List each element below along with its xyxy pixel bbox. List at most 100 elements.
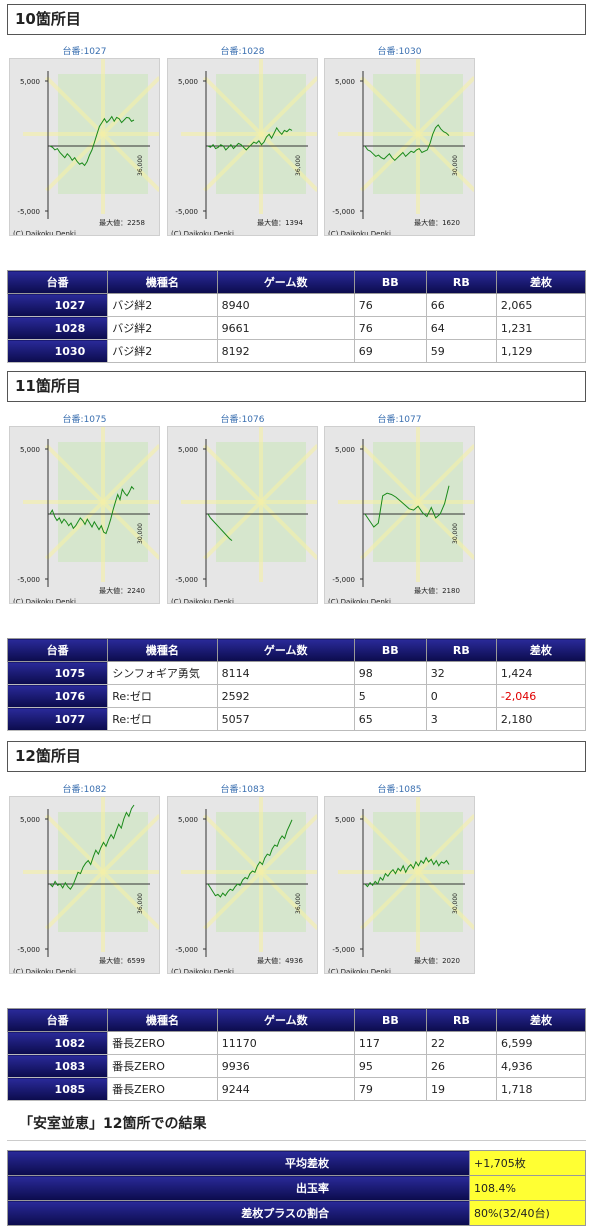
y-axis-min-label: -5,000 [17,946,40,954]
table-cell: 番長ZERO [107,1077,218,1101]
table-cell: 76 [353,293,427,317]
graph-machine-label[interactable]: 台番:1076 [220,415,265,425]
graph-machine-label[interactable]: 台番:1077 [377,415,422,425]
max-value-label: 最大値：1620 [414,218,460,227]
table-cell: 1,129 [495,339,587,363]
background-ray [360,870,420,930]
background-ray [45,76,105,136]
section-title-3: 12箇所目 [7,741,586,772]
copyright-label: (C) Daikoku Denki. [13,230,78,236]
table-cell: 59 [425,339,497,363]
x-axis-label: 36,000 [137,155,144,176]
background-ray [360,500,420,560]
graph-machine-label[interactable]: 台番:1027 [62,47,107,57]
background-ray [203,444,263,504]
table-cell: 65 [353,707,427,731]
column-header: BB [353,1008,427,1032]
graph-image: 5,000 -5,000 30,000 最大値：2180 (C) Daikoku Den… [324,426,475,604]
background-ray [203,132,263,192]
background-ray [259,76,317,136]
graph-image: 5,000 -5,000 36,000 最大値：4936 (C) Daikoku Den… [167,796,318,974]
data-table-2: 台番 機種名 ゲーム数 BB RB 差枚 1075 シンフォギア勇気 8114 98 32 1,424… [6,638,587,731]
table-cell: 32 [425,661,497,685]
table-cell: 8192 [216,339,355,363]
data-table-1: 台番 機種名 ゲーム数 BB RB 差枚 1027 バジ絆2 8940 76 66 2,065 1028… [6,270,587,363]
max-value-label: 最大値：6599 [99,956,145,965]
graph-card: 台番:1085 5,000 -5,000 30,000 最大値：2020 (C) Daik… [324,782,475,974]
copyright-label: (C) Daikoku Denki. [171,230,236,236]
payout-graph: 5,000 -5,000 30,000 最大値：2180 (C) Daikoku Den… [328,427,474,603]
y-axis-min-label: -5,000 [17,208,40,216]
payout-line [49,485,135,535]
background-ray [259,500,317,560]
summary-label: 平均差枚 [7,1150,470,1176]
column-header: ゲーム数 [216,638,355,662]
background-ray [45,444,105,504]
background-ray [45,870,105,930]
payout-line [49,804,135,890]
y-axis-max-label: 5,000 [335,816,355,824]
table-cell: Re:ゼロ [107,684,218,708]
table-cell: Re:ゼロ [107,707,218,731]
table-cell: 64 [425,316,497,340]
copyright-label: (C) Daikoku Denki. [328,968,393,974]
machine-number-cell: 1083 [6,1054,109,1078]
table-cell: 0 [425,684,497,708]
payout-graph: 5,000 -5,000 30,000 最大値：1620 (C) Daikoku Den… [328,59,474,236]
machine-number-cell: 1027 [6,293,109,317]
graph-machine-label[interactable]: 台番:1075 [62,415,107,425]
summary-value: +1,705枚 [469,1150,586,1176]
graph-image: 5,000 -5,000 30,000 最大値：2240 (C) Daikoku Den… [9,426,160,604]
graph-machine-label[interactable]: 台番:1083 [220,785,265,795]
y-axis-min-label: -5,000 [332,208,355,216]
table-cell: -2,046 [495,684,587,708]
payout-graph: 5,000 -5,000 36,000 最大値：6599 (C) Daikoku Den… [13,797,159,974]
max-value-label: 最大値：2258 [99,218,145,227]
graph-image: 5,000 -5,000 30,000 最大値：2020 (C) Daikoku Den… [324,796,475,974]
section-title-2: 11箇所目 [7,371,586,402]
payout-line [364,124,450,161]
background-ray [203,500,263,560]
column-header: 差枚 [495,638,587,662]
column-header: BB [353,638,427,662]
column-header: 機種名 [107,638,218,662]
background-ray [259,814,317,874]
table-cell: 番長ZERO [107,1031,218,1055]
graph-image: 5,000 -5,000 36,000 最大値：2258 (C) Daikoku Den… [9,58,160,236]
table-cell: 2,065 [495,293,587,317]
machine-number-cell: 1075 [6,661,109,685]
column-header: RB [425,270,497,294]
copyright-label: (C) Daikoku Denki. [13,968,78,974]
payout-line [364,856,450,888]
graph-machine-label[interactable]: 台番:1085 [377,785,422,795]
table-cell: 4,936 [495,1054,587,1078]
table-row: 1075 シンフォギア勇気 8114 98 32 1,424 [6,661,587,685]
background-ray [101,870,159,930]
x-axis-label: 30,000 [452,523,459,544]
background-ray [416,870,474,930]
summary-row: 差枚プラスの割合 80%(32/40台) [7,1200,586,1226]
y-axis-min-label: -5,000 [332,576,355,584]
table-cell: バジ絆2 [107,293,218,317]
summary-value: 80%(32/40台) [469,1200,586,1226]
max-value-label: 最大値：4936 [257,956,303,965]
background-ray [360,132,420,192]
table-cell: 5057 [216,707,355,731]
table-row: 1076 Re:ゼロ 2592 5 0 -2,046 [6,684,587,708]
graph-machine-label[interactable]: 台番:1028 [220,47,265,57]
background-ray [416,132,474,192]
table-header-row: 台番 機種名 ゲーム数 BB RB 差枚 [6,638,587,662]
background-ray [259,444,317,504]
graph-machine-label[interactable]: 台番:1030 [377,47,422,57]
graph-machine-label[interactable]: 台番:1082 [62,785,107,795]
background-ray [101,132,159,192]
copyright-label: (C) Daikoku Denki. [328,230,393,236]
table-cell: 8940 [216,293,355,317]
graph-image: 5,000 -5,000 (C) Daikoku Denki. [167,426,318,604]
summary-value: 108.4% [469,1175,586,1201]
table-header-row: 台番 機種名 ゲーム数 BB RB 差枚 [6,270,587,294]
y-axis-min-label: -5,000 [332,946,355,954]
graph-card: 台番:1027 5,000 -5,000 36,000 最大値：2258 (C) Daik… [9,44,160,236]
summary-row: 平均差枚 +1,705枚 [7,1150,586,1176]
payout-line [207,819,293,898]
